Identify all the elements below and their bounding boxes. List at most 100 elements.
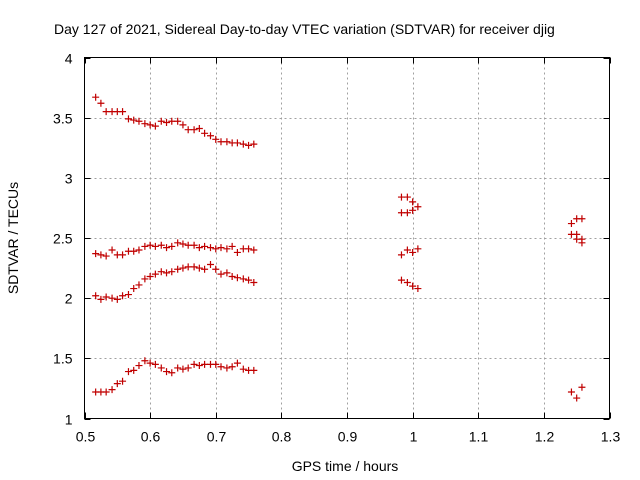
data-point <box>228 273 236 281</box>
data-point <box>124 115 132 123</box>
data-point <box>190 126 198 134</box>
data-point <box>567 388 575 396</box>
data-point <box>250 140 258 148</box>
data-point <box>397 193 405 201</box>
y-tick-label: 1.5 <box>53 351 73 367</box>
data-point <box>207 260 214 268</box>
data-point <box>92 93 100 101</box>
data-point <box>233 248 241 256</box>
data-point <box>184 364 192 372</box>
data-point <box>141 242 149 250</box>
data-point <box>567 220 575 228</box>
data-point <box>135 246 143 254</box>
data-point <box>119 108 127 116</box>
data-point <box>217 244 225 252</box>
data-point <box>168 268 176 276</box>
data-point <box>97 251 105 259</box>
x-tick-label: 0.7 <box>207 429 227 445</box>
data-point <box>250 366 258 374</box>
series-sat-c <box>92 260 422 303</box>
x-tick-label: 0.6 <box>141 429 161 445</box>
data-point <box>146 273 154 281</box>
data-point <box>403 193 411 201</box>
data-point <box>409 198 417 206</box>
data-point <box>113 295 121 303</box>
data-point <box>217 363 225 371</box>
data-point <box>207 132 214 140</box>
data-point <box>102 108 110 116</box>
data-point <box>108 294 116 302</box>
data-point <box>228 242 236 250</box>
data-point <box>157 364 165 372</box>
data-point <box>179 264 187 272</box>
data-point <box>228 363 236 371</box>
data-point <box>102 388 110 396</box>
data-point <box>163 269 171 277</box>
data-point <box>578 235 586 243</box>
data-point <box>157 241 165 249</box>
data-point <box>130 366 138 374</box>
data-point <box>168 242 176 250</box>
data-point <box>201 265 209 273</box>
data-point <box>223 269 231 277</box>
data-point <box>233 359 241 367</box>
data-point <box>239 365 247 373</box>
data-points <box>92 93 586 402</box>
data-point <box>233 274 241 282</box>
series-sat-b <box>92 230 586 260</box>
data-point <box>233 139 241 147</box>
data-point <box>403 209 411 217</box>
data-point <box>195 264 203 272</box>
data-point <box>102 293 110 301</box>
data-point <box>409 206 417 214</box>
y-tick-label: 2.5 <box>53 231 73 247</box>
y-tick-label: 2 <box>65 291 73 307</box>
x-tick-label: 0.9 <box>338 429 358 445</box>
grid-lines <box>84 57 610 419</box>
data-point <box>157 117 165 125</box>
data-point <box>174 239 182 247</box>
x-tick-label: 1 <box>410 429 418 445</box>
data-point <box>397 276 405 284</box>
data-point <box>212 135 220 143</box>
data-point <box>245 245 253 253</box>
data-point <box>92 292 100 300</box>
data-point <box>141 120 149 128</box>
data-point <box>397 251 405 259</box>
data-point <box>179 240 187 248</box>
y-tick-label: 3 <box>65 171 73 187</box>
data-point <box>102 252 110 260</box>
data-point <box>409 282 417 290</box>
data-point <box>141 275 149 283</box>
data-point <box>201 360 209 368</box>
data-point <box>414 285 422 293</box>
data-point <box>195 362 203 370</box>
data-point <box>130 247 138 255</box>
data-point <box>92 250 100 258</box>
data-point <box>135 281 143 289</box>
data-point <box>151 270 159 278</box>
data-point <box>124 368 132 376</box>
data-point <box>130 285 138 293</box>
data-point <box>397 209 405 217</box>
series-sat-a <box>92 93 258 149</box>
data-point <box>174 364 182 372</box>
data-point <box>212 265 220 273</box>
data-point <box>179 121 187 129</box>
x-tick-label: 1.1 <box>469 429 489 445</box>
x-axis-label: GPS time / hours <box>292 458 399 474</box>
data-point <box>245 141 253 149</box>
data-point <box>163 368 171 376</box>
data-point <box>163 118 171 126</box>
data-point <box>201 129 209 137</box>
data-point <box>217 270 225 278</box>
data-point <box>151 122 159 130</box>
data-point <box>223 245 231 253</box>
data-point <box>163 244 171 252</box>
data-point <box>414 203 422 211</box>
data-point <box>168 117 176 125</box>
data-point <box>250 246 258 254</box>
data-point <box>130 116 138 124</box>
data-point <box>135 117 143 125</box>
data-point <box>207 244 214 252</box>
